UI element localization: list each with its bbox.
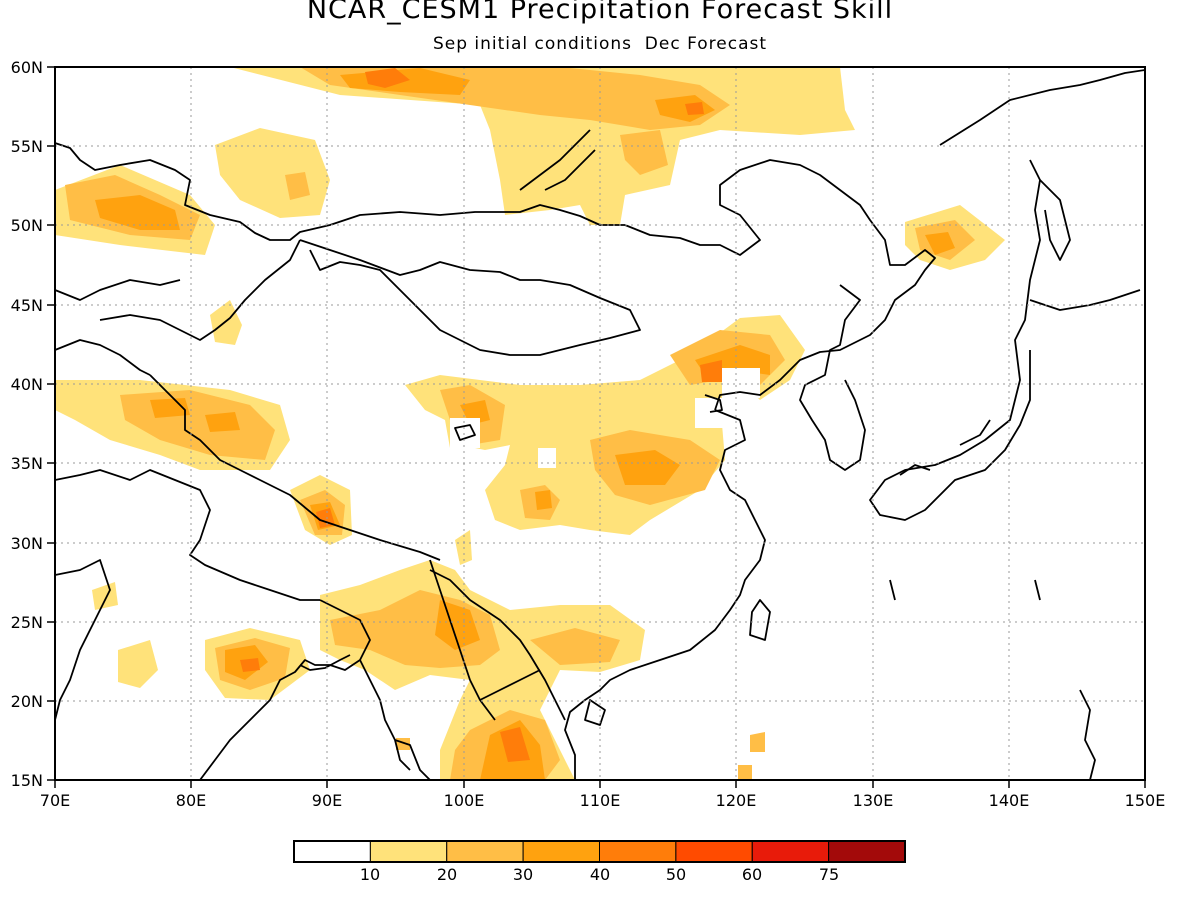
lon-label: 110E	[580, 791, 621, 810]
lon-label: 140E	[989, 791, 1030, 810]
lat-label: 25N	[11, 613, 43, 632]
lon-label: 80E	[176, 791, 206, 810]
lat-label: 35N	[11, 454, 43, 473]
colorbar-label: 40	[590, 865, 610, 884]
colorbar-swatch	[369, 840, 448, 863]
skill-level-40-50	[240, 68, 722, 762]
lon-label: 100E	[444, 791, 485, 810]
lon-label: 150E	[1125, 791, 1166, 810]
colorbar-label: 30	[513, 865, 533, 884]
chart-subtitle: Sep initial conditions Dec Forecast	[432, 34, 768, 54]
gridlines	[55, 67, 1145, 780]
colorbar-label: 10	[360, 865, 380, 884]
colorbar-swatch	[751, 840, 830, 863]
axis-ticks	[47, 66, 1146, 788]
lon-label: 130E	[853, 791, 894, 810]
colorbar-swatch	[293, 840, 371, 863]
longitude-labels: 70E 80E 90E 100E 110E 120E 130E 140E 150…	[40, 791, 1166, 810]
colorbar-frame	[293, 840, 906, 863]
lat-label: 45N	[11, 296, 43, 315]
colorbar-swatch	[599, 840, 677, 863]
lon-label: 70E	[40, 791, 70, 810]
colorbar-swatch	[522, 840, 600, 863]
chart-title: NCAR_CESM1 Precipitation Forecast Skill	[306, 0, 894, 25]
colorbar-label: 50	[666, 865, 686, 884]
lat-label: 50N	[11, 216, 43, 235]
lat-label: 15N	[11, 771, 43, 790]
colorbar-swatch	[446, 840, 524, 863]
lat-label: 40N	[11, 375, 43, 394]
lat-label: 20N	[11, 692, 43, 711]
colorbar-swatch	[675, 840, 753, 863]
colorbar-swatch	[828, 840, 906, 863]
lon-label: 120E	[716, 791, 757, 810]
lat-label: 60N	[11, 58, 43, 77]
coastlines-and-borders	[55, 69, 1145, 780]
lat-label: 30N	[11, 534, 43, 553]
colorbar-label: 60	[742, 865, 762, 884]
lat-label: 55N	[11, 137, 43, 156]
colorbar-label: 75	[819, 865, 839, 884]
latitude-labels: 15N 20N 25N 30N 35N 40N 45N 50N 55N 60N	[11, 58, 43, 790]
lon-label: 90E	[312, 791, 342, 810]
colorbar: 10 20 30 40 50 60 75	[293, 840, 906, 884]
colorbar-label: 20	[437, 865, 457, 884]
